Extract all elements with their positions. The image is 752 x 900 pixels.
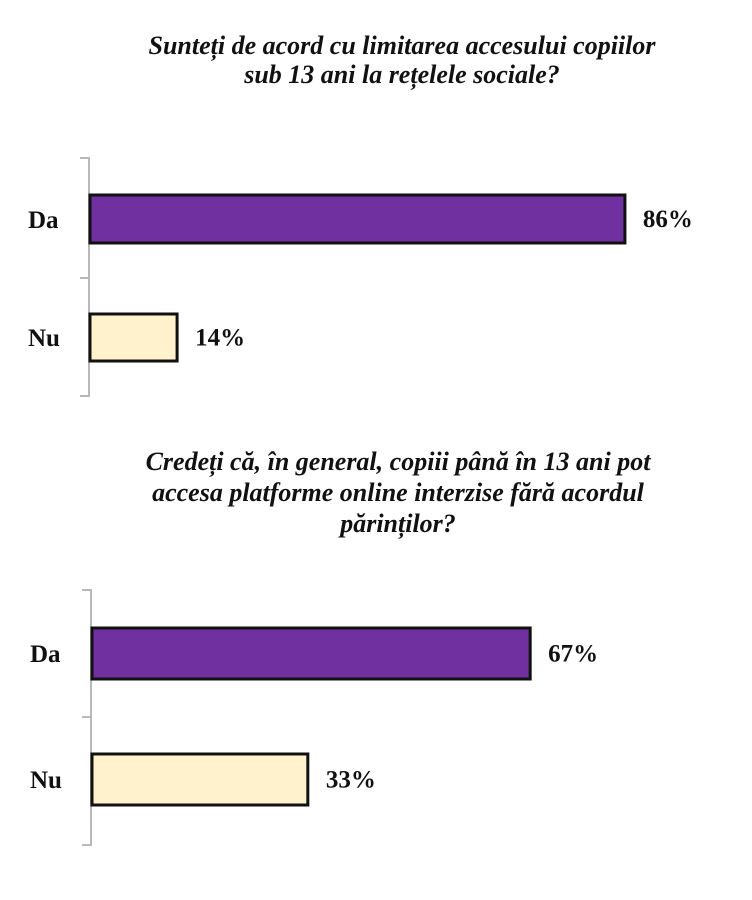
chart-1-category-label-nu: Nu xyxy=(28,325,60,352)
chart-2-bar-nu xyxy=(90,752,310,807)
chart-2-bar-da xyxy=(90,626,532,681)
chart-2-title-line-1: Credeți că, în general, copiii până în 1… xyxy=(146,447,652,477)
chart-2: Credeți că, în general, copiii până în 1… xyxy=(30,447,652,846)
chart-1-bar-da xyxy=(88,193,627,245)
chart-2-value-label-nu: 33% xyxy=(326,767,376,794)
chart-2-title-line-3: părinților? xyxy=(338,509,456,539)
chart-2-category-label-da: Da xyxy=(30,641,61,668)
chart-1-category-label-da: Da xyxy=(28,207,59,234)
chart-1-title-line-2: sub 13 ani la rețelele sociale? xyxy=(243,60,560,90)
chart-2-category-label-nu: Nu xyxy=(30,767,62,794)
chart-2-axis xyxy=(82,589,92,846)
chart-2-title-line-2: accesa platforme online interzise fără a… xyxy=(152,478,645,507)
chart-2-value-label-da: 67% xyxy=(548,641,598,668)
chart-1-axis xyxy=(80,157,90,397)
chart-1-bar-nu xyxy=(88,312,179,363)
chart-1-value-label-nu: 14% xyxy=(195,325,245,352)
chart-1-title-line-1: Sunteți de acord cu limitarea accesului … xyxy=(149,31,657,61)
chart-1: Sunteți de acord cu limitarea accesului … xyxy=(28,31,693,397)
chart-1-value-label-da: 86% xyxy=(643,206,693,233)
